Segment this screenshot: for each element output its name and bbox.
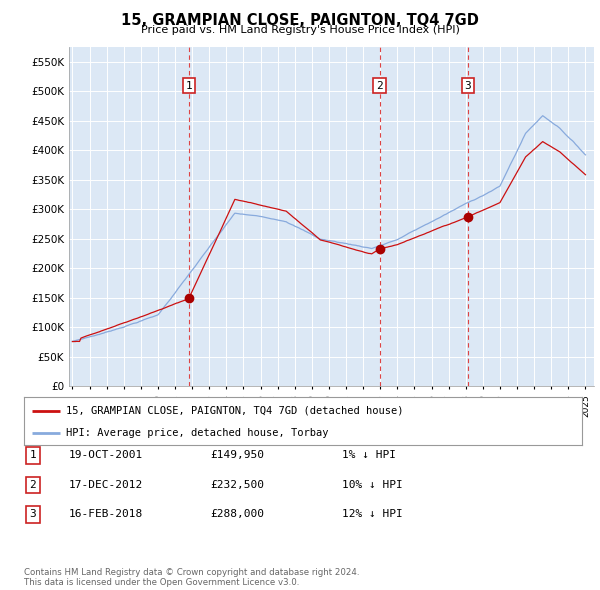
Text: 16-FEB-2018: 16-FEB-2018: [69, 510, 143, 519]
Text: 10% ↓ HPI: 10% ↓ HPI: [342, 480, 403, 490]
Text: 17-DEC-2012: 17-DEC-2012: [69, 480, 143, 490]
Text: 3: 3: [29, 510, 37, 519]
Text: Price paid vs. HM Land Registry's House Price Index (HPI): Price paid vs. HM Land Registry's House …: [140, 25, 460, 35]
Text: 15, GRAMPIAN CLOSE, PAIGNTON, TQ4 7GD: 15, GRAMPIAN CLOSE, PAIGNTON, TQ4 7GD: [121, 13, 479, 28]
Text: 1: 1: [185, 81, 192, 90]
Text: 1: 1: [29, 451, 37, 460]
Text: £149,950: £149,950: [210, 451, 264, 460]
Text: £232,500: £232,500: [210, 480, 264, 490]
Text: 3: 3: [464, 81, 471, 90]
Text: 2: 2: [376, 81, 383, 90]
Text: Contains HM Land Registry data © Crown copyright and database right 2024.
This d: Contains HM Land Registry data © Crown c…: [24, 568, 359, 587]
Text: HPI: Average price, detached house, Torbay: HPI: Average price, detached house, Torb…: [66, 428, 328, 438]
Text: 12% ↓ HPI: 12% ↓ HPI: [342, 510, 403, 519]
Text: 19-OCT-2001: 19-OCT-2001: [69, 451, 143, 460]
Text: 1% ↓ HPI: 1% ↓ HPI: [342, 451, 396, 460]
Text: £288,000: £288,000: [210, 510, 264, 519]
Text: 2: 2: [29, 480, 37, 490]
Text: 15, GRAMPIAN CLOSE, PAIGNTON, TQ4 7GD (detached house): 15, GRAMPIAN CLOSE, PAIGNTON, TQ4 7GD (d…: [66, 405, 403, 415]
